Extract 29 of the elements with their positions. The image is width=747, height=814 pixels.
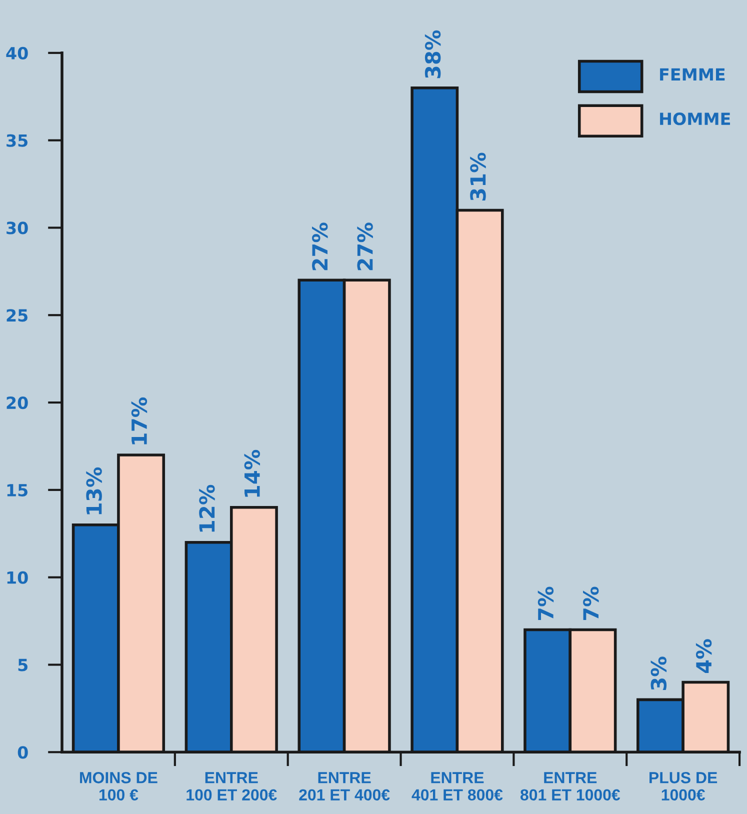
data-label: 38% xyxy=(424,30,441,78)
data-label: 4% xyxy=(696,639,712,673)
y-tick-label: 10 xyxy=(7,571,28,584)
legend-label: HOMME xyxy=(660,112,730,126)
data-label: 12% xyxy=(199,484,215,532)
x-tick-label: PLUS DE 1000€ xyxy=(650,772,718,801)
data-label: 17% xyxy=(131,397,148,444)
data-label: 27% xyxy=(312,222,328,270)
x-tick-label: ENTRE 201 ET 400€ xyxy=(299,772,390,801)
y-tick-label: 20 xyxy=(6,396,28,410)
y-tick-label: 35 xyxy=(6,134,28,147)
data-label: 7% xyxy=(538,586,554,620)
data-label: 31% xyxy=(470,152,486,201)
data-label: 7% xyxy=(583,586,599,620)
y-tick-label: 0 xyxy=(18,746,28,759)
x-tick-label: ENTRE 401 ET 800€ xyxy=(412,772,503,801)
y-tick-label: 40 xyxy=(6,46,28,60)
legend-label: FEMME xyxy=(660,68,725,81)
y-tick-label: 5 xyxy=(18,658,28,672)
y-tick-label: 25 xyxy=(6,309,28,322)
y-tick-label: 30 xyxy=(6,222,28,234)
x-tick-label: ENTRE 801 ET 1000€ xyxy=(520,772,620,801)
data-label: 27% xyxy=(357,222,373,270)
x-tick-label: ENTRE 100 ET 200€ xyxy=(186,772,277,801)
data-label: 3% xyxy=(650,656,667,690)
data-label: 14% xyxy=(244,450,260,497)
x-tick-label: MOINS DE 100 € xyxy=(80,772,158,801)
data-label: 13% xyxy=(86,467,102,514)
y-tick-label: 15 xyxy=(7,484,28,496)
